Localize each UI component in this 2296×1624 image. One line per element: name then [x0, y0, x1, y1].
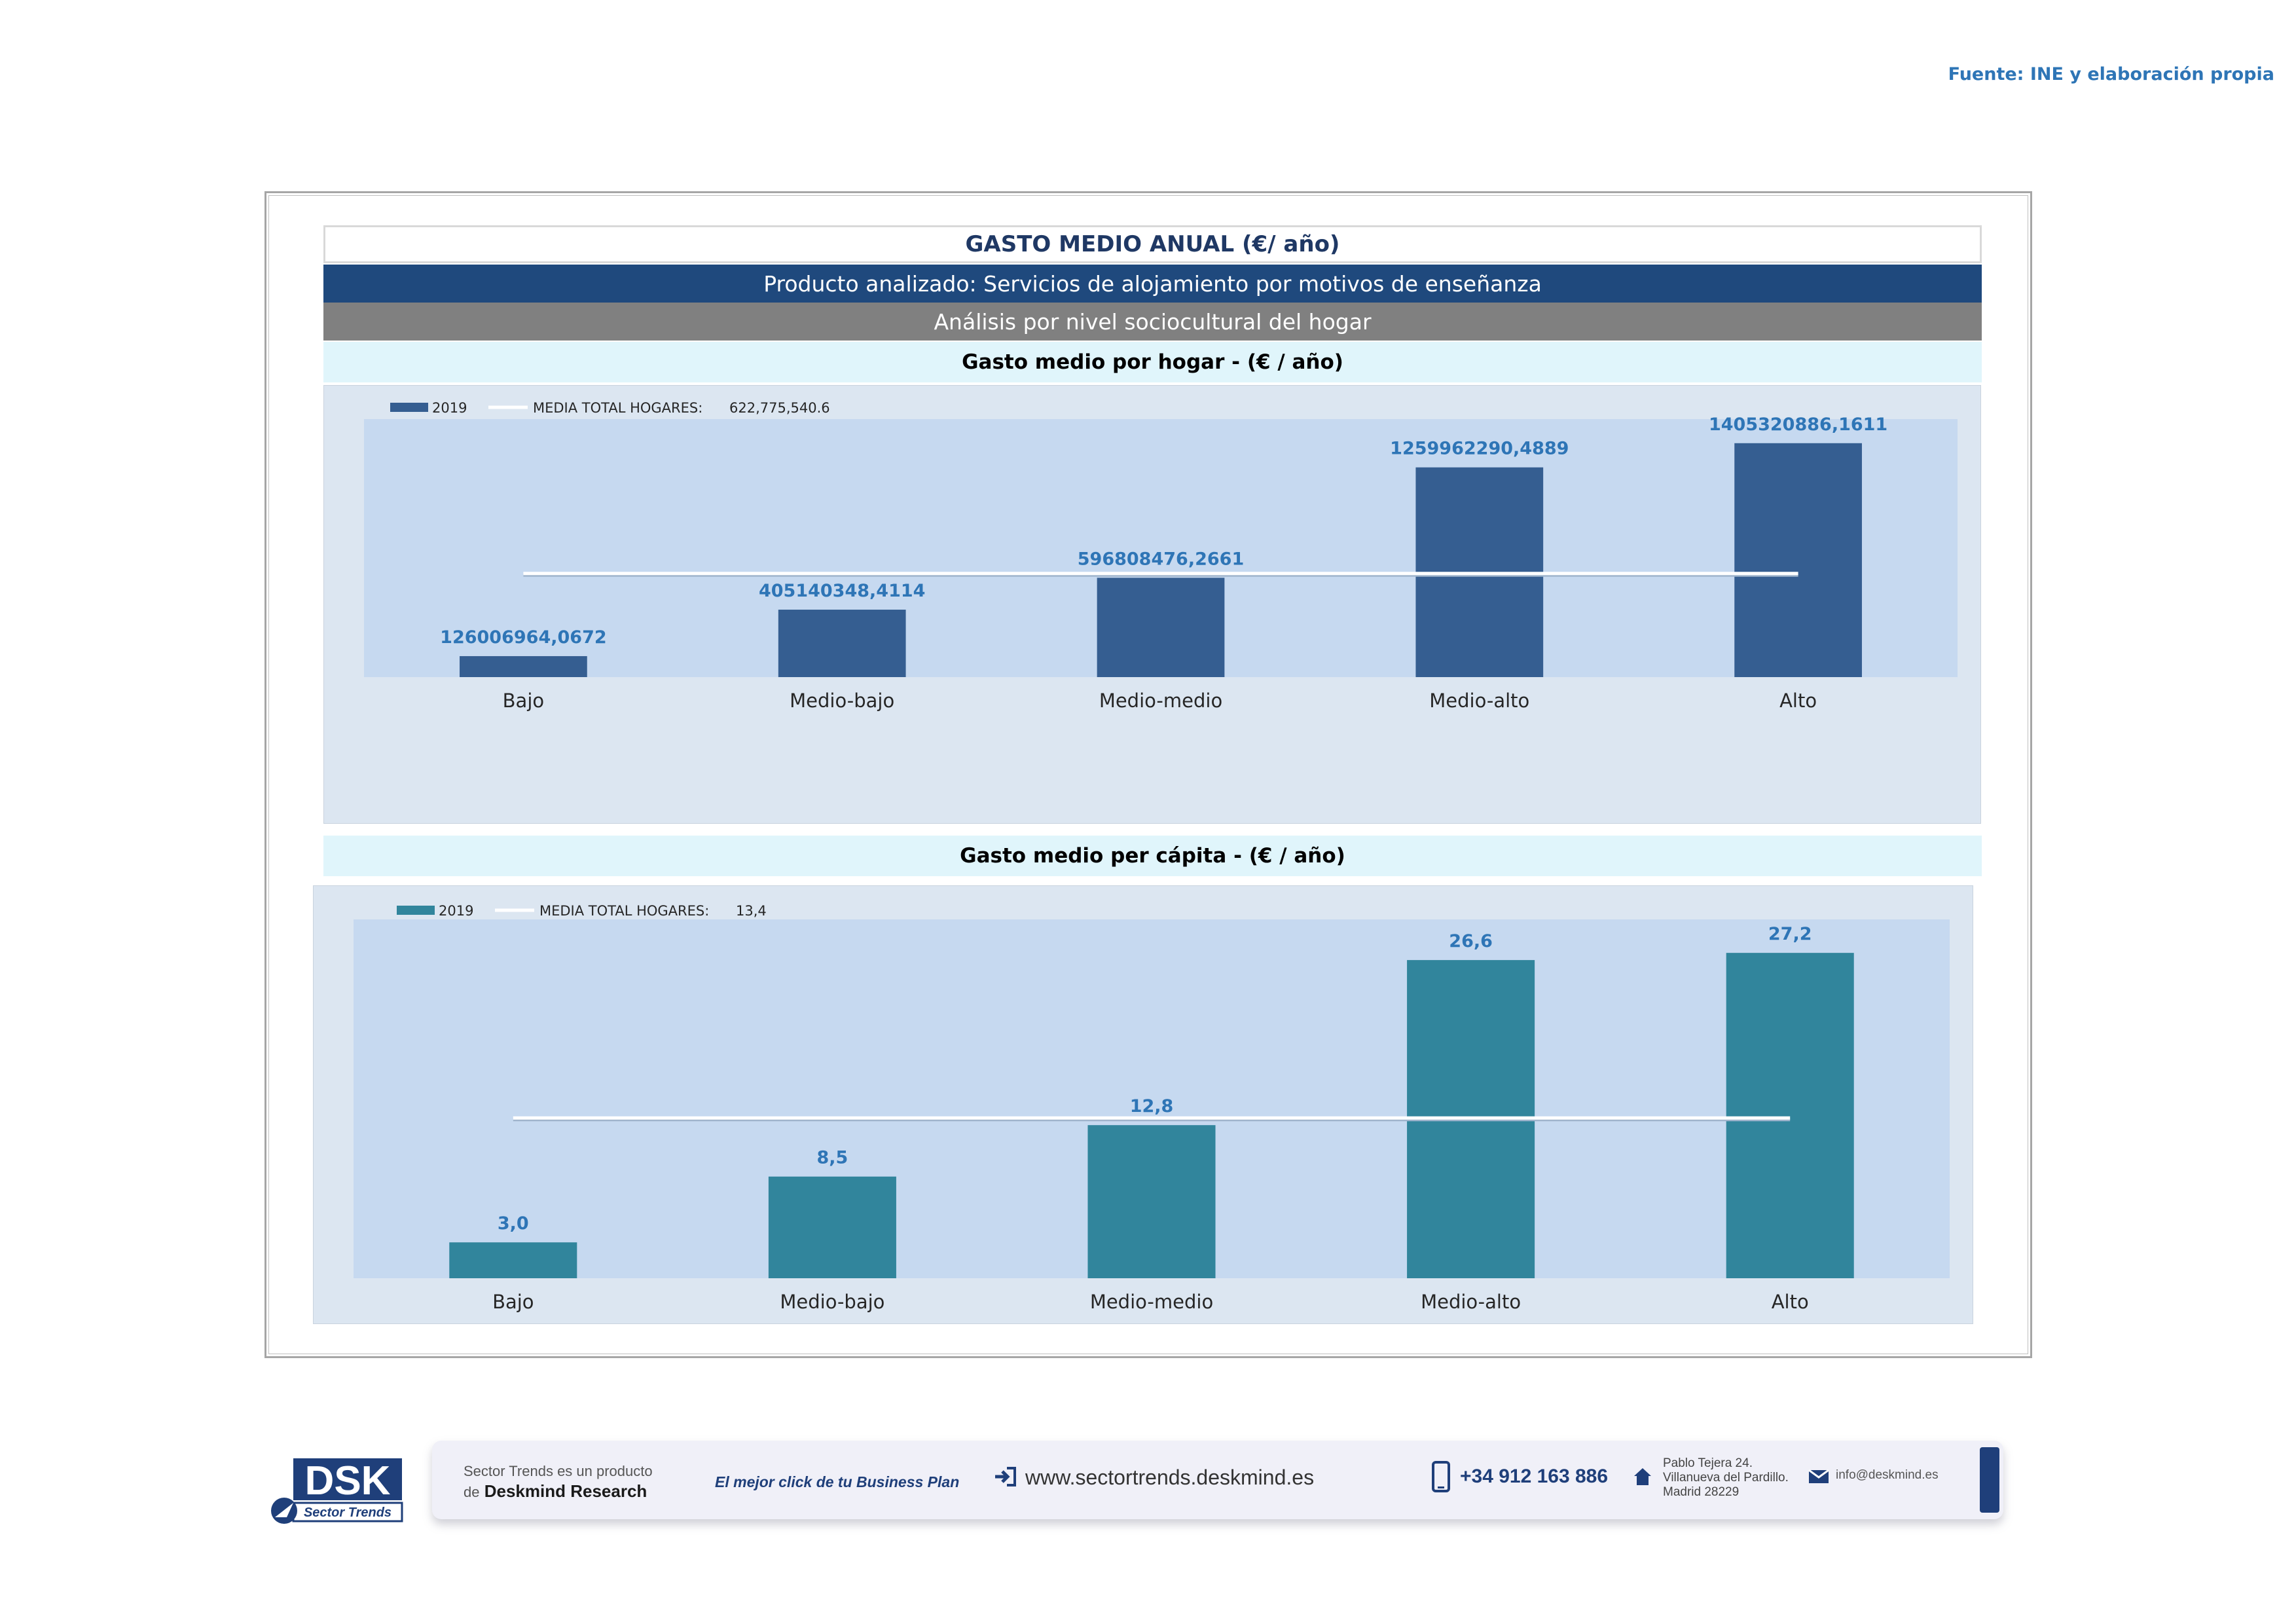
data-label: 27,2: [1768, 924, 1812, 944]
bar-bajo: [449, 1242, 577, 1278]
footer-email[interactable]: info@deskmind.es: [1836, 1468, 1939, 1482]
category-label: Bajo: [503, 690, 544, 712]
product-banner: Producto analizado: Servicios de alojami…: [323, 265, 1982, 303]
category-label: Medio-bajo: [780, 1291, 884, 1313]
footer-brand: Deskmind Research: [484, 1481, 647, 1501]
chart-svg: 126006964,0672 Bajo 405140348,4114 Medio-ba…: [323, 385, 1981, 824]
phone-icon: [1431, 1460, 1451, 1496]
data-label: 8,5: [816, 1148, 848, 1168]
report-title: GASTO MEDIO ANUAL (€/ año): [323, 225, 1982, 263]
footer-address-line-3: Madrid 28229: [1663, 1485, 1740, 1499]
category-label: Alto: [1772, 1291, 1809, 1313]
footer-phone[interactable]: +34 912 163 886: [1460, 1466, 1609, 1487]
bar-bajo: [460, 655, 587, 677]
legend-swatch-2019: [397, 906, 435, 915]
legend-swatch-2019: [390, 403, 428, 412]
report-frame: [264, 191, 2032, 1358]
analysis-banner: Análisis por nivel sociocultural del hog…: [323, 303, 1982, 341]
envelope-icon: [1808, 1469, 1829, 1487]
chart1-subtitle: Gasto medio por hogar - (€ / año): [323, 342, 1982, 382]
category-label: Bajo: [492, 1291, 534, 1313]
data-label: 1259962290,4889: [1390, 439, 1569, 459]
category-label: Alto: [1779, 690, 1817, 712]
data-label: 3,0: [498, 1213, 529, 1234]
bar-alto: [1734, 443, 1862, 677]
category-label: Medio-alto: [1429, 690, 1529, 712]
footer-tagline-1: Sector Trends es un producto: [464, 1463, 653, 1479]
footer-banner-tab: [1980, 1447, 1999, 1513]
footer-website-link[interactable]: www.sectortrends.deskmind.es: [1025, 1466, 1315, 1489]
footer-slogan: El mejor click de tu Business Plan: [715, 1473, 960, 1490]
legend-label-2019: 2019: [439, 903, 473, 919]
bar-alto: [1726, 953, 1854, 1278]
footer-tagline-2: de Deskmind Research: [464, 1481, 647, 1502]
bar-medio-medio: [1087, 1125, 1216, 1278]
data-label: 12,8: [1130, 1096, 1174, 1116]
logo-subtext: Sector Trends: [304, 1505, 392, 1520]
legend-label-mean: MEDIA TOTAL HOGARES:: [533, 400, 702, 416]
source-note: Fuente: INE y elaboración propia: [1948, 64, 2274, 84]
bar-medio-bajo: [778, 610, 906, 677]
report-frame-inner: [268, 195, 2028, 1354]
legend-mean-value: 622,775,540.6: [729, 400, 830, 416]
chart-svg: 3,0 Bajo 8,5 Medio-bajo 12,8 Medio-medio 26,6 M…: [313, 885, 1973, 1324]
category-label: Medio-medio: [1090, 1291, 1213, 1313]
data-label: 405140348,4114: [759, 581, 925, 601]
data-label: 1405320886,1611: [1709, 415, 1887, 435]
footer-tagline-prefix: de: [464, 1484, 480, 1500]
login-arrow-icon: [994, 1466, 1017, 1491]
data-label: 596808476,2661: [1078, 549, 1244, 569]
category-label: Medio-bajo: [790, 690, 894, 712]
household-spend-chart: 126006964,0672 Bajo 405140348,4114 Medio-ba…: [323, 385, 1981, 824]
data-label: 126006964,0672: [440, 627, 606, 648]
footer-banner: [432, 1441, 2003, 1519]
legend-mean-value: 13,4: [736, 903, 767, 919]
footer-address: Pablo Tejera 24. Villanueva del Pardillo…: [1663, 1456, 1789, 1500]
footer-address-line-2: Villanueva del Pardillo.: [1663, 1471, 1789, 1485]
legend-label-mean: MEDIA TOTAL HOGARES:: [539, 903, 709, 919]
footer-address-line-1: Pablo Tejera 24.: [1663, 1456, 1753, 1470]
bar-medio-bajo: [768, 1176, 896, 1278]
chart2-subtitle: Gasto medio per cápita - (€ / año): [323, 836, 1982, 876]
per-capita-spend-chart: 3,0 Bajo 8,5 Medio-bajo 12,8 Medio-medio 26,6 M…: [313, 885, 1973, 1324]
bar-medio-medio: [1097, 578, 1225, 677]
legend-label-2019: 2019: [432, 400, 467, 416]
logo-text: DSK: [305, 1458, 391, 1504]
category-label: Medio-alto: [1421, 1291, 1521, 1313]
data-label: 26,6: [1449, 931, 1493, 951]
deskmind-logo: DSK Sector Trends: [264, 1457, 409, 1526]
house-icon: [1633, 1467, 1652, 1490]
category-label: Medio-medio: [1099, 690, 1222, 712]
